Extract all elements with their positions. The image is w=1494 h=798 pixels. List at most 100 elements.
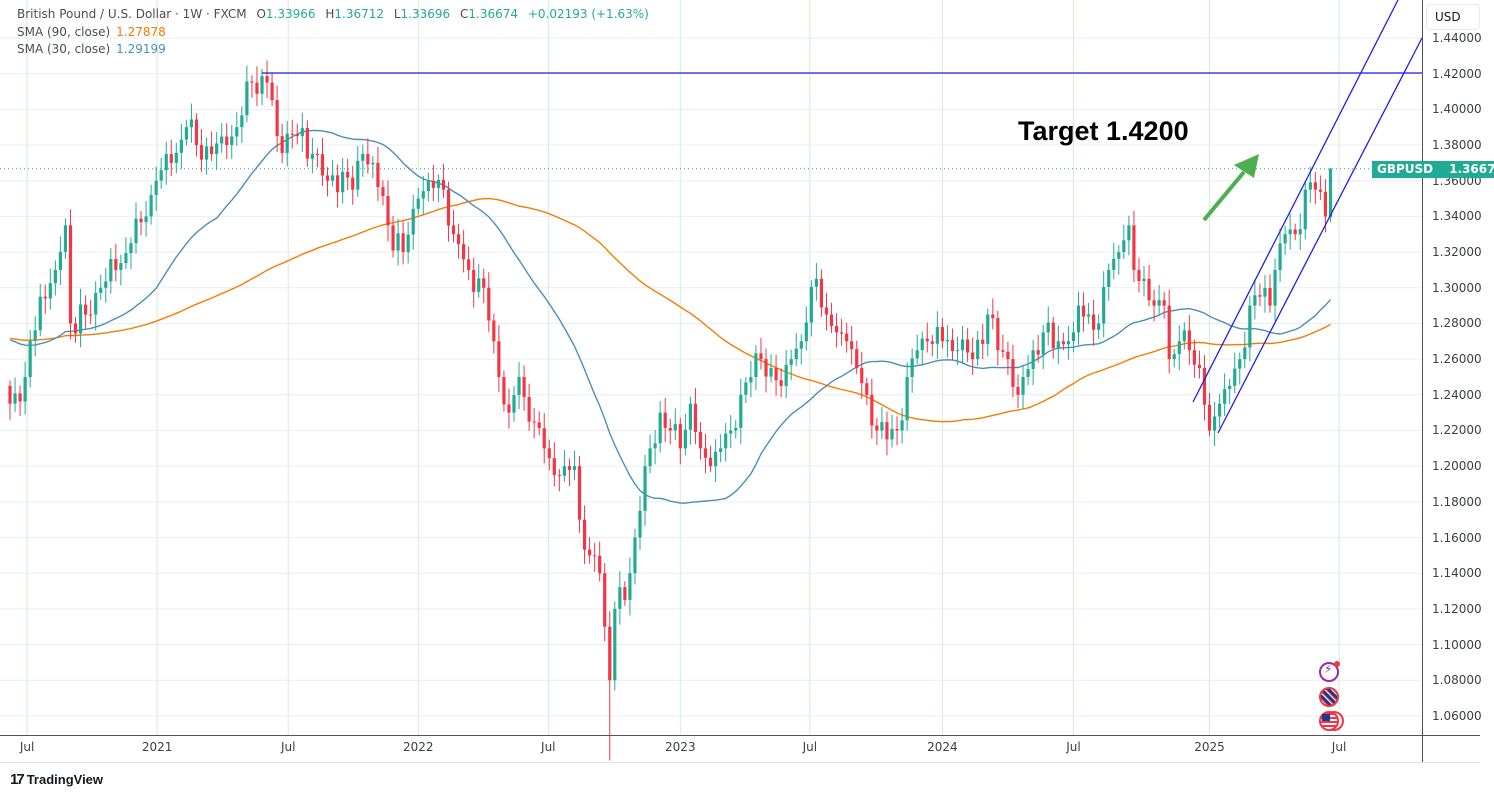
price-tag-symbol: GBPUSD xyxy=(1377,162,1434,176)
candle-body xyxy=(930,341,934,344)
candle-body xyxy=(1157,300,1161,306)
candle-body xyxy=(1182,330,1186,342)
candle-body xyxy=(315,153,320,155)
price-chart[interactable] xyxy=(0,0,1494,765)
candle-body xyxy=(33,330,37,341)
candle-body xyxy=(472,269,476,292)
candle-body xyxy=(925,338,929,342)
candle-body xyxy=(819,278,824,308)
candle-body xyxy=(598,555,602,574)
candle-body xyxy=(1243,347,1247,360)
candle-body xyxy=(698,431,703,449)
candle-body xyxy=(366,153,370,165)
candle-body xyxy=(910,358,914,377)
candle-body xyxy=(1233,368,1237,386)
time-tick-label: Jul xyxy=(1066,740,1081,754)
candle-body xyxy=(935,327,939,344)
candle-body xyxy=(28,340,32,377)
open-value: O1.33966 xyxy=(256,7,315,21)
sma90-legend[interactable]: SMA (90, close) 1.27878 xyxy=(17,25,172,39)
candle-body xyxy=(290,133,294,135)
target-annotation[interactable]: Target 1.4200 xyxy=(1018,116,1189,146)
candle-body xyxy=(330,175,335,181)
candle-body xyxy=(1137,269,1141,282)
candle-body xyxy=(915,350,919,359)
candle-body xyxy=(502,376,506,405)
time-tick-label: 2023 xyxy=(665,740,696,754)
price-tick-label: 1.24000 xyxy=(1432,387,1482,402)
candle-body xyxy=(1228,385,1232,390)
candle-body xyxy=(174,152,178,163)
sma30-legend[interactable]: SMA (30, close) 1.29199 xyxy=(17,42,172,56)
candle-body xyxy=(1127,225,1131,241)
candle-body xyxy=(960,339,965,351)
candle-body xyxy=(48,283,52,299)
candle-body xyxy=(971,352,975,360)
candle-body xyxy=(714,451,718,467)
candle-body xyxy=(84,304,88,315)
candle-body xyxy=(416,198,420,209)
candle-body xyxy=(446,189,451,226)
candle-body xyxy=(381,187,385,197)
candle-body xyxy=(557,475,561,477)
candle-body xyxy=(633,537,637,574)
high-label: H xyxy=(325,7,335,21)
candle-body xyxy=(411,208,415,235)
candle-body xyxy=(189,119,194,128)
candle-body xyxy=(1142,278,1146,282)
candle-body xyxy=(1202,368,1207,405)
candle-body xyxy=(467,259,471,270)
sma30-line xyxy=(9,129,1332,504)
candle-body xyxy=(986,314,990,344)
price-tick-label: 1.32000 xyxy=(1432,245,1482,260)
candle-body xyxy=(759,353,763,360)
up-arrow-icon[interactable] xyxy=(1202,154,1259,222)
candle-body xyxy=(139,218,143,223)
sma30-value: 1.29199 xyxy=(116,42,166,56)
candle-body xyxy=(1197,364,1202,369)
candle-body xyxy=(260,76,264,94)
drawings[interactable] xyxy=(262,0,1423,434)
candle-body xyxy=(739,394,743,428)
candle-body xyxy=(870,394,874,426)
candle-body xyxy=(1051,322,1055,349)
candle-body xyxy=(940,327,944,342)
channel-upper-line[interactable] xyxy=(1192,0,1399,403)
candle-body xyxy=(154,180,158,195)
candle-body xyxy=(779,380,783,386)
candle-body xyxy=(593,555,597,557)
symbol-legend[interactable]: British Pound / U.S. Dollar · 1W · FXCM … xyxy=(17,7,655,21)
candle-body xyxy=(804,322,808,342)
candle-body xyxy=(38,296,42,331)
tradingview-logo[interactable]: 17 TradingView xyxy=(10,771,103,788)
candle-body xyxy=(1001,350,1005,352)
candle-body xyxy=(719,448,723,452)
uk-flag-event-icon[interactable] xyxy=(1319,687,1339,707)
candle-body xyxy=(754,353,758,377)
lightning-event-icon[interactable]: ⚡ xyxy=(1319,661,1340,682)
candle-body xyxy=(78,304,83,334)
price-tick-label: 1.18000 xyxy=(1432,494,1482,509)
candle-body xyxy=(436,179,440,188)
candle-body xyxy=(789,359,793,365)
candle-body xyxy=(840,332,844,334)
price-tick-label: 1.34000 xyxy=(1432,209,1482,224)
candle-body xyxy=(1268,287,1272,306)
candle-body xyxy=(1278,243,1282,270)
candle-body xyxy=(996,318,1000,351)
candle-body xyxy=(23,376,27,402)
candle-body xyxy=(1258,295,1262,297)
candle-body xyxy=(1238,359,1242,369)
candle-body xyxy=(164,153,168,171)
channel-lower-line[interactable] xyxy=(1217,37,1423,434)
sma90-value: 1.27878 xyxy=(116,25,166,39)
candle-body xyxy=(1212,416,1217,431)
open-label: O xyxy=(256,7,266,21)
us-flag-event-icon[interactable] xyxy=(1319,711,1339,731)
candle-body xyxy=(945,339,950,342)
candle-body xyxy=(1031,350,1035,370)
currency-button[interactable]: USD xyxy=(1426,4,1480,30)
candle-body xyxy=(492,320,496,342)
candle-body xyxy=(834,326,839,333)
candle-body xyxy=(487,287,491,321)
